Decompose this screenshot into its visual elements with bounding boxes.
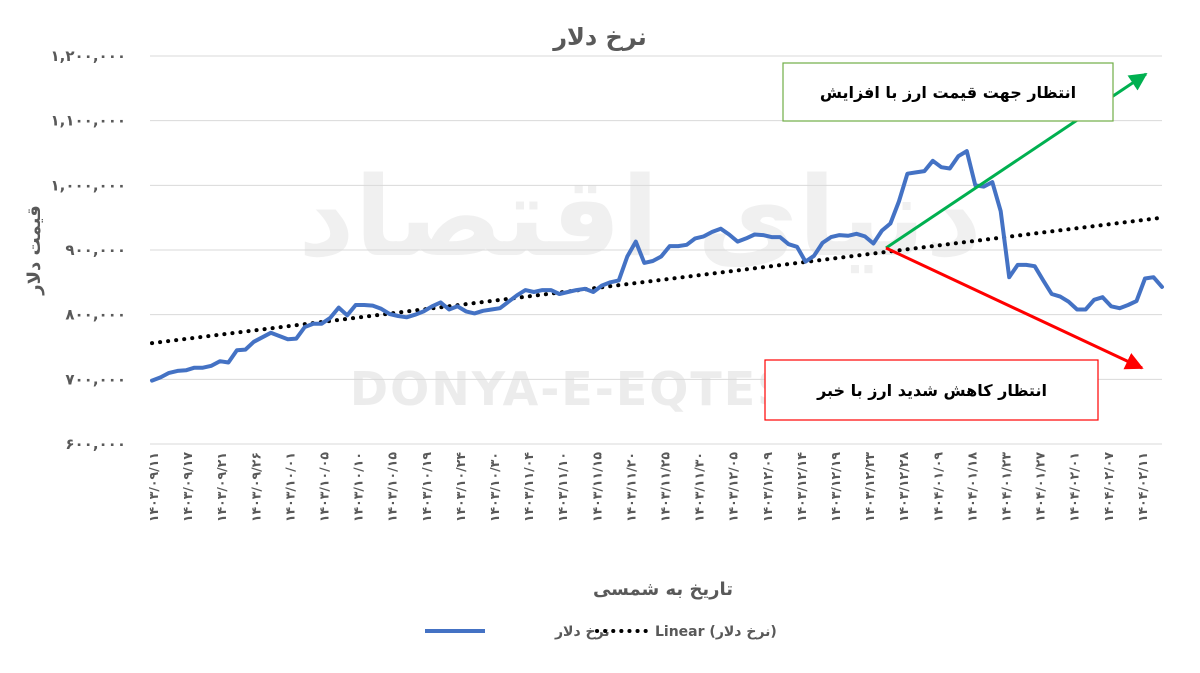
y-tick-label: ۱,۱۰۰,۰۰۰ [51,112,126,130]
legend: نرخ دلار Linear (نرخ دلار) [425,624,777,640]
legend-label-trendline: Linear (نرخ دلار) [655,624,777,640]
legend-label-dollar-rate: نرخ دلار [554,624,610,640]
x-tick-label: ۱۴۰۳/۱۱/۰۴ [521,452,536,523]
annotation-increase-text: انتظار جهت قیمت ارز با افزایش [820,83,1076,102]
x-tick-label: ۱۴۰۴/۰۱/۱۸ [964,452,979,523]
annotation-increase-box [782,62,1114,122]
x-tick-label: ۱۴۰۳/۱۱/۲۵ [658,452,673,523]
annotation-decrease: انتظار کاهش شدید ارز با خبر [764,359,1099,421]
x-tick-label: ۱۴۰۳/۱۲/۱۹ [828,452,843,523]
x-tick-label: ۱۴۰۳/۰۹/۱۱ [146,452,161,522]
x-tick-label: ۱۴۰۴/۰۲/۰۱ [1067,452,1082,522]
x-axis-label: تاریخ به شمسی [593,579,733,600]
x-tick-label: ۱۴۰۳/۱۲/۲۸ [896,452,911,523]
y-tick-label: ۹۰۰,۰۰۰ [65,241,126,259]
x-tick-label: ۱۴۰۳/۱۲/۰۹ [760,452,775,523]
x-tick-label: ۱۴۰۳/۱۲/۱۴ [794,452,809,523]
x-tick-label: ۱۴۰۴/۰۱/۰۹ [930,452,945,523]
x-tick-label: ۱۴۰۳/۱۰/۱۹ [419,452,434,523]
x-tick-label: ۱۴۰۳/۱۱/۳۰ [692,452,707,522]
x-tick-label: ۱۴۰۳/۰۹/۱۷ [180,452,195,523]
annotation-increase: انتظار جهت قیمت ارز با افزایش [782,62,1114,122]
x-tick-label: ۱۴۰۴/۰۲/۱۱ [1135,452,1150,522]
x-tick-label: ۱۴۰۳/۰۹/۲۱ [214,452,229,522]
x-tick-label: ۱۴۰۳/۱۰/۱۵ [385,452,400,523]
y-tick-label: ۱,۲۰۰,۰۰۰ [51,47,126,65]
watermark-fa: دنیای اقتصاد [298,153,982,281]
decrease-arrow [885,246,1144,370]
chart-title: نرخ دلار [552,23,647,51]
x-tick-label: ۱۴۰۳/۱۰/۲۴ [453,452,468,523]
y-tick-label: ۸۰۰,۰۰۰ [65,306,126,324]
x-tick-label: ۱۴۰۳/۱۱/۲۰ [623,452,638,522]
y-axis-ticks: ۶۰۰,۰۰۰ ۷۰۰,۰۰۰ ۸۰۰,۰۰۰ ۹۰۰,۰۰۰ ۱,۰۰۰,۰۰۰ ۱,۱… [51,47,126,453]
x-tick-label: ۱۴۰۳/۱۰/۰۱ [282,452,297,522]
x-tick-label: ۱۴۰۴/۰۲/۰۷ [1101,452,1116,523]
y-axis-label: قیمت دلار [24,205,45,296]
y-tick-label: ۷۰۰,۰۰۰ [65,370,126,388]
x-tick-label: ۱۴۰۳/۱۲/۲۳ [862,452,877,523]
annotation-decrease-text: انتظار کاهش شدید ارز با خبر [816,381,1047,400]
x-tick-label: ۱۴۰۳/۱۰/۳۰ [487,452,502,522]
y-tick-label: ۱,۰۰۰,۰۰۰ [51,176,126,194]
x-tick-label: ۱۴۰۳/۱۱/۱۵ [589,452,604,523]
x-tick-label: ۱۴۰۴/۰۱/۲۷ [1033,452,1048,523]
x-axis-ticks: ۱۴۰۳/۰۹/۱۱ ۱۴۰۳/۰۹/۱۷ ۱۴۰۳/۰۹/۲۱ ۱۴۰۳/۰۹/۲۶… [146,452,1150,523]
x-tick-label: ۱۴۰۳/۰۹/۲۶ [248,452,263,522]
x-tick-label: ۱۴۰۴/۰۱/۲۳ [999,452,1014,523]
x-tick-label: ۱۴۰۳/۱۰/۰۵ [317,452,332,523]
x-tick-label: ۱۴۰۳/۱۱/۱۰ [555,452,570,522]
y-tick-label: ۶۰۰,۰۰۰ [65,435,126,453]
series-line-dollar-rate [150,149,1164,383]
annotation-decrease-box [764,359,1099,421]
x-tick-label: ۱۴۰۳/۱۰/۱۰ [351,452,366,522]
x-tick-label: ۱۴۰۳/۱۲/۰۵ [726,452,741,523]
